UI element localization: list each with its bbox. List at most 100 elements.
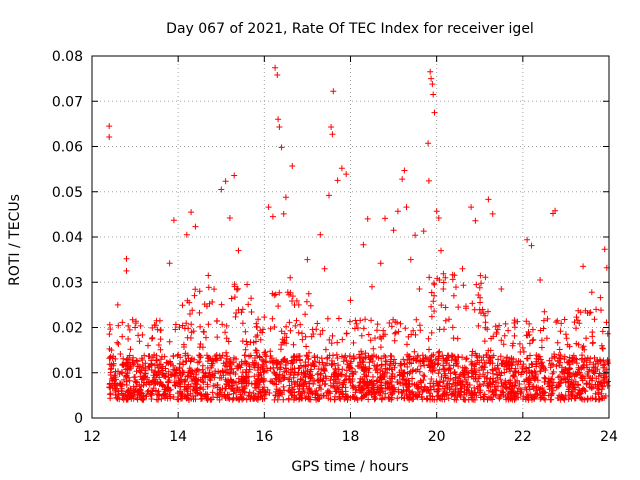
data-point <box>390 360 397 367</box>
data-point <box>224 366 231 373</box>
data-point <box>182 358 189 364</box>
data-point <box>167 371 174 378</box>
data-point <box>230 378 237 385</box>
data-point <box>589 395 596 402</box>
data-point <box>426 390 433 397</box>
data-point <box>229 396 236 403</box>
data-point <box>202 392 209 399</box>
data-point <box>435 370 442 377</box>
data-point <box>227 356 234 363</box>
data-point <box>209 389 216 396</box>
data-point <box>440 362 446 369</box>
data-point <box>529 373 536 380</box>
data-point <box>204 383 211 390</box>
data-point <box>371 389 378 396</box>
data-point <box>314 320 321 327</box>
data-point <box>230 395 237 402</box>
data-point <box>382 394 388 401</box>
data-point <box>187 335 194 341</box>
data-point <box>385 379 391 386</box>
data-point <box>190 386 196 393</box>
data-point <box>130 361 137 368</box>
data-point <box>191 356 198 363</box>
data-point <box>434 388 441 395</box>
data-point <box>599 345 606 352</box>
data-point <box>566 394 573 400</box>
data-point <box>351 325 358 332</box>
data-point <box>177 370 184 377</box>
data-point <box>463 355 470 362</box>
data-point <box>428 75 435 82</box>
data-point <box>591 316 598 323</box>
data-point <box>130 395 137 402</box>
data-point <box>125 336 132 342</box>
data-point <box>577 309 584 316</box>
data-point <box>378 396 385 403</box>
data-point <box>522 384 529 391</box>
data-point <box>583 335 590 342</box>
data-point <box>435 392 442 399</box>
data-point <box>363 372 370 379</box>
data-point <box>279 336 286 343</box>
data-point <box>117 351 124 357</box>
data-point <box>260 358 267 365</box>
data-point <box>327 377 334 384</box>
data-point <box>182 352 189 359</box>
data-point <box>124 370 131 377</box>
data-point <box>289 360 296 367</box>
data-point <box>548 391 555 398</box>
data-point <box>201 329 207 335</box>
data-point <box>106 321 113 328</box>
data-point <box>601 379 608 386</box>
data-point <box>428 313 435 320</box>
data-point <box>400 356 407 363</box>
data-point <box>192 377 199 384</box>
data-point <box>445 395 452 402</box>
data-point <box>377 260 384 267</box>
data-point <box>482 274 489 281</box>
data-point <box>388 391 395 398</box>
data-point <box>569 392 576 399</box>
data-point <box>383 358 390 365</box>
data-point <box>172 382 179 389</box>
data-point <box>468 358 475 365</box>
data-point <box>365 331 372 338</box>
data-point <box>568 377 575 383</box>
data-point <box>276 387 283 394</box>
data-point <box>442 274 449 281</box>
data-point <box>296 365 303 371</box>
data-point <box>463 379 470 386</box>
data-point <box>451 369 458 375</box>
data-point <box>425 335 432 342</box>
data-point <box>247 339 254 346</box>
data-point <box>588 289 595 296</box>
data-point <box>496 369 503 376</box>
data-point <box>326 192 332 199</box>
data-point <box>175 351 182 358</box>
data-point <box>512 368 519 375</box>
data-point <box>444 380 451 387</box>
data-point <box>294 378 301 385</box>
data-point <box>197 323 204 330</box>
data-point <box>275 303 282 310</box>
data-point <box>377 389 384 396</box>
data-point <box>487 355 494 362</box>
data-point <box>431 367 438 374</box>
data-point <box>334 339 341 346</box>
data-point <box>139 331 146 338</box>
y-tick-label: 0.01 <box>52 366 83 382</box>
data-point <box>192 286 199 293</box>
data-point <box>526 340 533 347</box>
data-point <box>436 326 443 333</box>
data-point <box>339 336 346 343</box>
data-point <box>178 376 185 383</box>
data-point <box>524 236 531 243</box>
data-point <box>566 364 573 371</box>
data-point <box>221 392 228 398</box>
data-point <box>406 381 413 388</box>
data-point <box>234 285 241 292</box>
data-point <box>535 355 542 362</box>
data-point <box>498 286 505 292</box>
data-point <box>519 344 526 351</box>
data-point <box>134 358 141 365</box>
